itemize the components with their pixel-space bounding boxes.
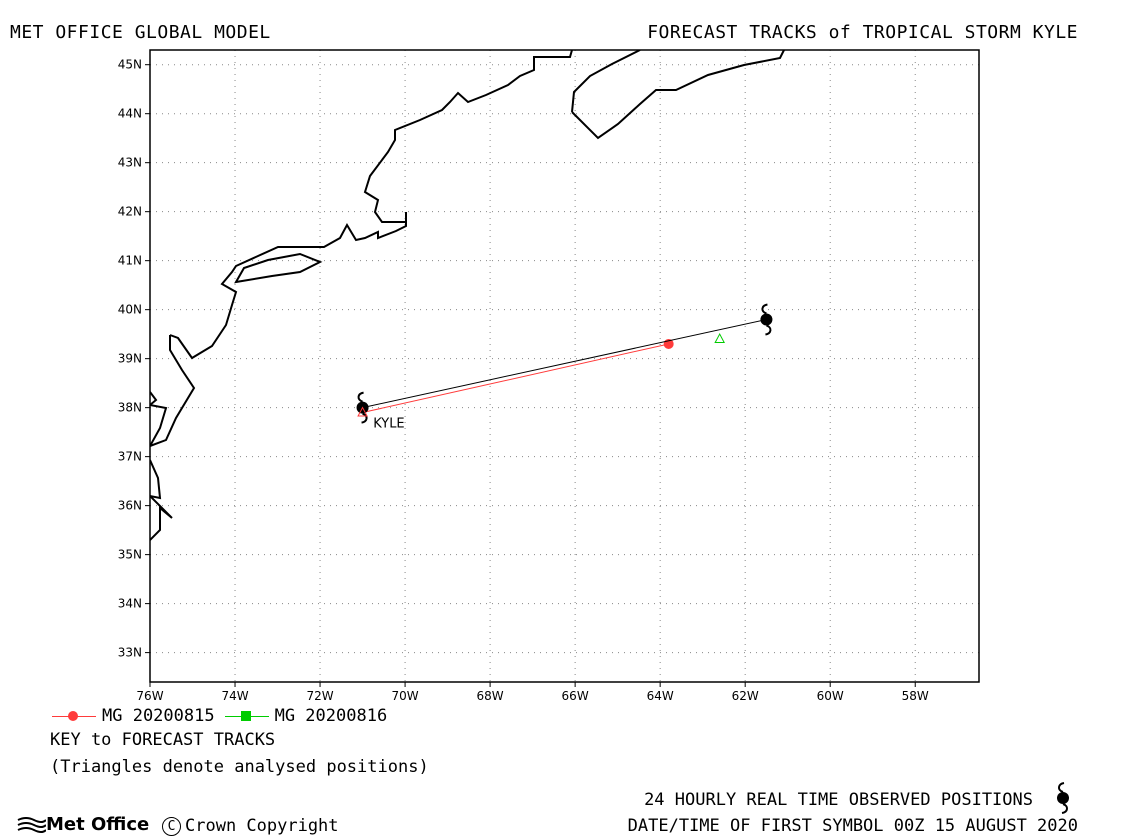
track-map: 76W 74W 72W 70W 68W 66W 64W 62W 60W 58W 33N 34N 35N 3…: [118, 49, 980, 700]
legend-label: MG 20200816: [274, 706, 388, 726]
lat-tick-label: 38N: [118, 401, 142, 415]
copyright-icon: C: [162, 816, 181, 836]
coastline: [150, 50, 785, 541]
forecast-track-line: [362, 343, 669, 414]
copyright-text: Crown Copyright: [185, 816, 339, 836]
tracks-layer: [356, 303, 773, 424]
lat-tick-label: 40N: [118, 303, 142, 317]
observed-position-symbol: [760, 303, 773, 336]
lat-tick-label: 42N: [118, 205, 142, 219]
lat-tick-label: 44N: [118, 107, 142, 121]
lat-tick-label: 35N: [118, 548, 142, 562]
hurricane-icon: [1057, 782, 1069, 814]
lat-tick-label: 34N: [118, 597, 142, 611]
key-title: KEY to FORECAST TRACKS: [50, 730, 276, 750]
lon-tick-label: 74W: [221, 689, 248, 700]
chart-title: FORECAST TRACKS of TROPICAL STORM KYLE: [647, 22, 1078, 43]
map-grid: [149, 50, 979, 682]
lon-tick-label: 66W: [562, 689, 589, 700]
legend-item-mg-20200815: MG 20200815: [52, 706, 215, 726]
lon-tick-label: 58W: [902, 689, 929, 700]
met-office-logo-icon: [17, 816, 46, 833]
legend-label: MG 20200815: [102, 706, 215, 726]
lon-tick-label: 76W: [136, 689, 163, 700]
storm-label: KYLE: [373, 416, 404, 431]
met-office-logo-text: Met Office: [46, 814, 150, 835]
lat-tick-label: 37N: [118, 450, 142, 464]
key-note: (Triangles denote analysed positions): [50, 757, 429, 777]
analysed-position-triangle: [714, 332, 726, 344]
lat-tick-label: 39N: [118, 352, 142, 366]
lon-tick-label: 64W: [647, 689, 674, 700]
legend: MG 20200815 MG 20200816: [52, 706, 397, 726]
lat-tick-label: 41N: [118, 254, 142, 268]
lat-tick-label: 33N: [118, 646, 142, 660]
observed-positions-label: 24 HOURLY REAL TIME OBSERVED POSITIONS: [644, 790, 1033, 810]
met-office-logo: Met Office: [16, 814, 149, 835]
lon-tick-label: 60W: [817, 689, 844, 700]
lat-tick-label: 36N: [118, 499, 142, 513]
lat-tick-label: 45N: [118, 58, 142, 72]
lon-tick-label: 62W: [732, 689, 759, 700]
lon-tick-label: 72W: [306, 689, 333, 700]
analysed-position-triangle: [357, 406, 368, 417]
lon-tick-label: 70W: [392, 689, 419, 700]
lon-tick-label: 68W: [477, 689, 504, 700]
copyright: C Crown Copyright: [162, 816, 339, 836]
legend-swatch-green: [224, 709, 269, 723]
legend-swatch-red: [52, 709, 96, 723]
first-symbol-datetime: DATE/TIME OF FIRST SYMBOL 00Z 15 AUGUST …: [627, 816, 1078, 836]
axis-ticks: 76W 74W 72W 70W 68W 66W 64W 62W 60W 58W 33N 34N 35N 3…: [118, 58, 929, 700]
model-title: MET OFFICE GLOBAL MODEL: [10, 22, 271, 43]
observed-track-line: [362, 318, 767, 409]
map-frame: [149, 49, 980, 683]
legend-item-mg-20200816: MG 20200816: [224, 706, 388, 726]
lat-tick-label: 43N: [118, 156, 142, 170]
